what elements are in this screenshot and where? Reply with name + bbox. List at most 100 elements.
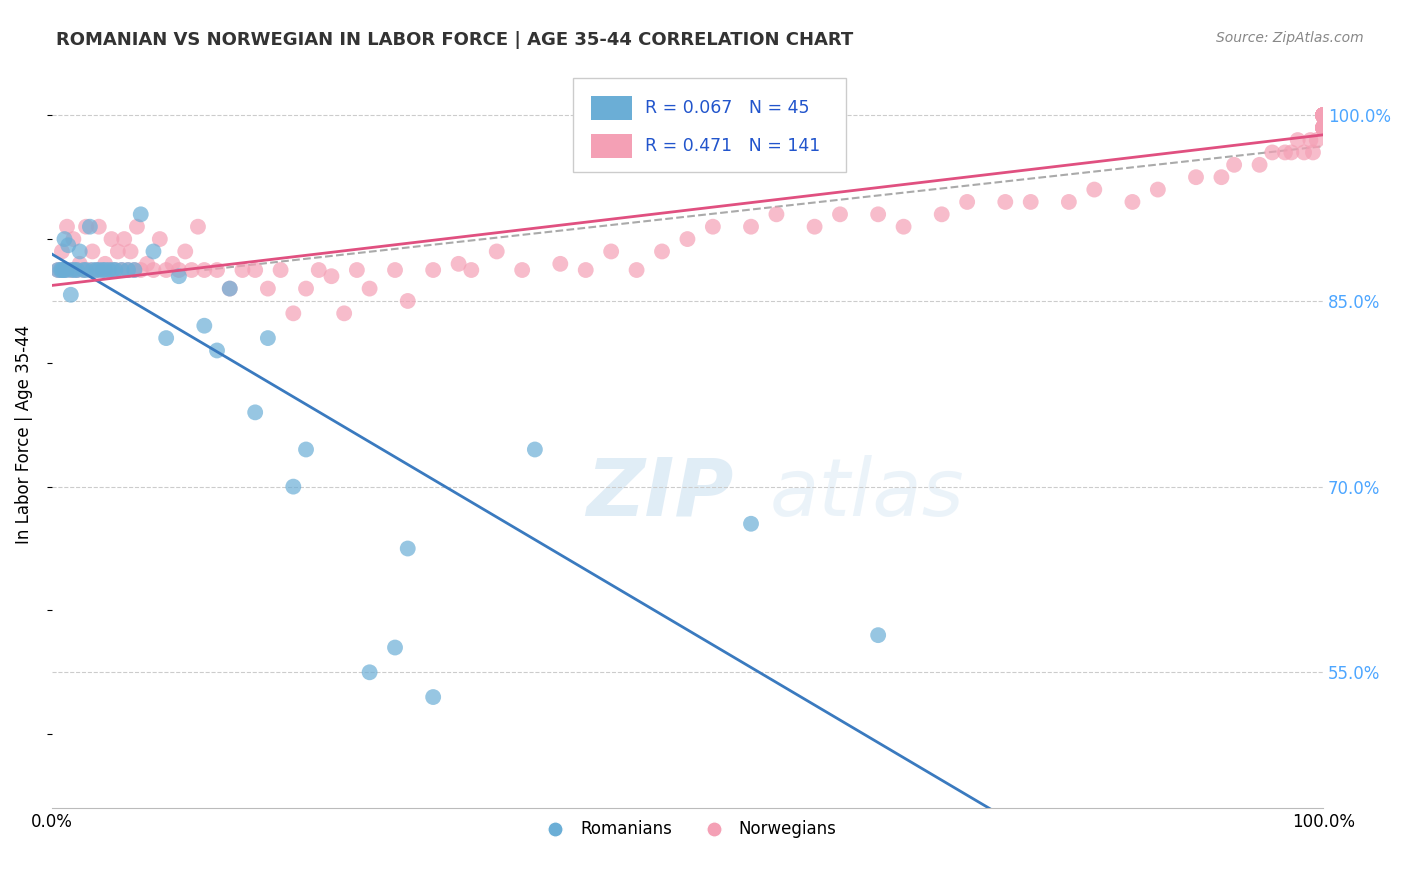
Point (1312, 108, 1334, 122)
Point (124, 263, 146, 277)
Point (53, 263, 76, 277)
Point (485, 244, 508, 259)
Point (125, 219, 148, 234)
Point (1312, 108, 1334, 122)
Point (51, 263, 73, 277)
Point (1312, 120, 1334, 135)
Point (447, 257, 470, 271)
FancyBboxPatch shape (591, 134, 631, 158)
Point (1312, 108, 1334, 122)
Point (270, 263, 292, 277)
Point (1312, 108, 1334, 122)
Point (510, 263, 533, 277)
Point (180, 263, 202, 277)
Point (84, 263, 107, 277)
Text: atlas: atlas (770, 455, 965, 533)
Point (91, 263, 114, 277)
Point (155, 263, 177, 277)
Point (1312, 108, 1334, 122)
Point (931, 207, 953, 221)
Point (1312, 108, 1334, 122)
Point (1057, 194, 1080, 209)
Point (52, 263, 75, 277)
Point (1312, 108, 1334, 122)
Point (893, 219, 915, 234)
Point (346, 263, 368, 277)
Point (1312, 120, 1334, 135)
Point (1312, 108, 1334, 122)
Point (66, 263, 89, 277)
Point (46, 263, 69, 277)
Point (1312, 108, 1334, 122)
Point (79, 219, 101, 234)
Point (94, 263, 117, 277)
Point (702, 219, 724, 234)
Point (142, 244, 165, 259)
Point (56, 219, 79, 234)
Point (205, 263, 228, 277)
Point (1312, 108, 1334, 122)
Point (1312, 108, 1334, 122)
Point (62, 232, 84, 246)
Point (1019, 194, 1042, 209)
Point (155, 331, 177, 345)
Point (575, 263, 598, 277)
Point (104, 263, 127, 277)
Point (1312, 120, 1334, 135)
Point (97, 263, 120, 277)
Point (626, 263, 648, 277)
Point (84, 263, 107, 277)
Point (1312, 108, 1334, 122)
FancyBboxPatch shape (591, 96, 631, 120)
Point (1312, 108, 1334, 122)
Point (87, 263, 110, 277)
Point (1312, 108, 1334, 122)
Point (396, 293, 419, 308)
Point (136, 257, 159, 271)
Point (129, 263, 152, 277)
Point (205, 343, 228, 358)
Point (359, 665, 381, 680)
Point (1312, 108, 1334, 122)
Point (1302, 145, 1324, 160)
Point (359, 282, 381, 296)
Point (69, 244, 91, 259)
Point (523, 442, 546, 457)
Point (1312, 120, 1334, 135)
Point (308, 263, 330, 277)
Point (676, 232, 699, 246)
Point (1279, 145, 1302, 160)
Point (1312, 108, 1334, 122)
Point (129, 207, 152, 221)
Point (651, 244, 673, 259)
Point (828, 207, 851, 221)
Point (1312, 108, 1334, 122)
Point (1312, 108, 1334, 122)
Point (56, 263, 79, 277)
Point (101, 263, 124, 277)
Point (740, 516, 762, 531)
Point (112, 232, 135, 246)
Point (1312, 120, 1334, 135)
Point (1147, 183, 1170, 197)
Point (187, 219, 209, 234)
Point (193, 263, 215, 277)
Point (167, 263, 190, 277)
Point (149, 232, 172, 246)
Point (1312, 108, 1334, 122)
Point (1312, 120, 1334, 135)
Point (1312, 120, 1334, 135)
Point (257, 331, 280, 345)
Point (174, 244, 197, 259)
Point (1312, 120, 1334, 135)
Point (1261, 145, 1284, 160)
Point (1312, 120, 1334, 135)
Point (600, 244, 623, 259)
Text: ROMANIAN VS NORWEGIAN IN LABOR FORCE | AGE 35-44 CORRELATION CHART: ROMANIAN VS NORWEGIAN IN LABOR FORCE | A… (56, 31, 853, 49)
Point (550, 257, 572, 271)
Y-axis label: In Labor Force | Age 35-44: In Labor Force | Age 35-44 (15, 325, 32, 543)
Point (803, 219, 825, 234)
Point (384, 640, 406, 655)
Point (167, 269, 190, 284)
Point (53, 232, 76, 246)
